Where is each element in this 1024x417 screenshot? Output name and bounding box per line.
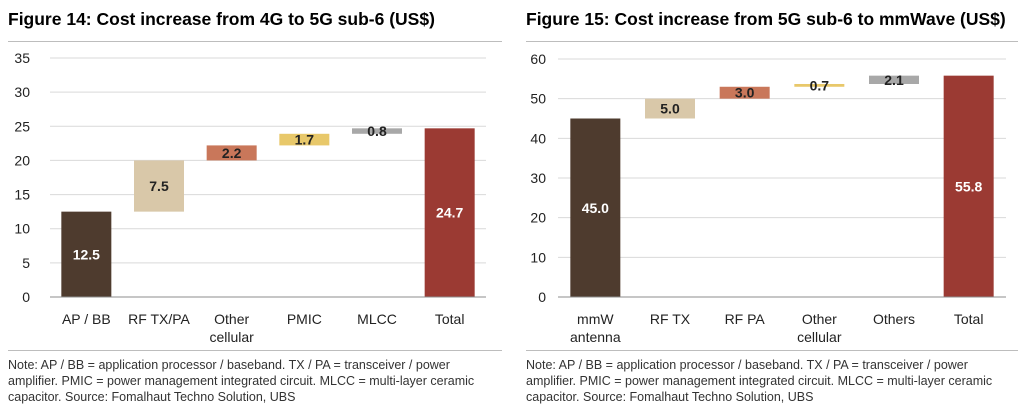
y-tick-label: 10 [530, 249, 546, 265]
note-divider [8, 350, 502, 351]
x-tick-label: cellular [209, 329, 254, 345]
cost-waterfall-chart-4g-5g: 0 5 10 15 20 25 30 35 12.5 AP / BB 7.5 RF TX/PA 2.2 O… [14, 50, 486, 345]
x-tick-label: RF PA [725, 311, 766, 327]
x-tick-label: antenna [570, 329, 621, 345]
data-label: 3.0 [735, 85, 755, 101]
bar [869, 75, 919, 84]
y-tick-label: 0 [22, 289, 30, 305]
y-tick-label: 5 [22, 255, 30, 271]
cost-waterfall-chart-sub6-mmwave: 0 10 20 30 40 50 60 45.0 mmW antenna 5.0 RF TX 3.0 RF… [530, 51, 1006, 345]
data-label: 0.8 [367, 123, 387, 139]
bar [645, 98, 695, 119]
y-tick-label: 50 [530, 91, 546, 107]
x-tick-label: cellular [797, 329, 842, 345]
data-label: 2.2 [222, 145, 242, 161]
chart-note: Note: AP / BB = application processor / … [8, 358, 475, 404]
x-tick-label: Total [954, 311, 984, 327]
note-divider [526, 350, 1018, 351]
data-label: 2.1 [884, 72, 904, 88]
bar [719, 86, 770, 99]
bar [206, 145, 257, 161]
y-tick-label: 0 [538, 289, 546, 305]
data-label: 24.7 [436, 205, 463, 221]
x-tick-label: PMIC [287, 311, 322, 327]
bar [134, 160, 184, 212]
bar [424, 128, 475, 297]
x-tick-label: mmW [577, 311, 614, 327]
y-tick-label: 20 [530, 210, 546, 226]
data-label: 1.7 [295, 132, 315, 148]
data-label: 5.0 [660, 101, 680, 117]
y-tick-label: 35 [14, 50, 30, 66]
x-tick-label: AP / BB [62, 311, 111, 327]
bar [61, 211, 112, 297]
figure-15-panel: Figure 15: Cost increase from 5G sub-6 t… [526, 0, 1018, 417]
y-tick-label: 30 [530, 170, 546, 186]
y-tick-label: 10 [14, 221, 30, 237]
y-tick-label: 40 [530, 130, 546, 146]
title-divider [8, 41, 502, 42]
chart-title: Figure 14: Cost increase from 4G to 5G s… [8, 9, 435, 29]
chart-title: Figure 15: Cost increase from 5G sub-6 t… [526, 9, 1006, 29]
x-tick-label: Others [873, 311, 915, 327]
title-divider [526, 41, 1018, 42]
bar [279, 133, 330, 146]
data-label: 45.0 [582, 200, 609, 216]
x-tick-label: Total [435, 311, 465, 327]
chart-note: Note: AP / BB = application processor / … [526, 358, 993, 404]
x-tick-label: Other [802, 311, 837, 327]
bar [352, 128, 402, 134]
data-label: 7.5 [149, 178, 169, 194]
x-tick-label: MLCC [357, 311, 397, 327]
y-tick-label: 20 [14, 152, 30, 168]
x-tick-label: RF TX/PA [128, 311, 190, 327]
bar [794, 83, 845, 87]
bar [943, 75, 994, 297]
y-tick-label: 60 [530, 51, 546, 67]
x-tick-label: Other [214, 311, 249, 327]
bar [570, 118, 621, 297]
y-tick-label: 15 [14, 187, 30, 203]
y-tick-label: 25 [14, 118, 30, 134]
x-tick-label: RF TX [650, 311, 691, 327]
data-label: 55.8 [955, 178, 982, 194]
figure-14-panel: Figure 14: Cost increase from 4G to 5G s… [8, 0, 502, 417]
data-label: 0.7 [810, 77, 830, 93]
y-tick-label: 30 [14, 84, 30, 100]
data-label: 12.5 [73, 246, 100, 262]
